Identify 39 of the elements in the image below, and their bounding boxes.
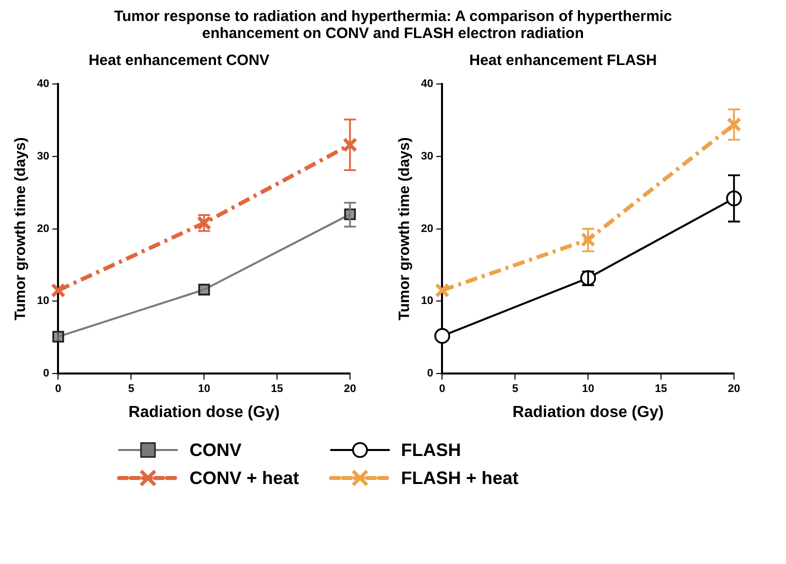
point bbox=[580, 232, 596, 248]
x-axis-title: Radiation dose (Gy) bbox=[512, 404, 664, 421]
point bbox=[434, 328, 450, 344]
x-tick-label: 20 bbox=[344, 383, 356, 396]
y-tick-label: 30 bbox=[420, 150, 434, 162]
x-axis-title: Radiation dose (Gy) bbox=[128, 404, 280, 421]
y-tick-label: 10 bbox=[420, 295, 434, 308]
x-tick-label: 5 bbox=[128, 383, 134, 396]
x-tick-label: 10 bbox=[582, 383, 594, 396]
x-tick-label: 15 bbox=[654, 383, 668, 396]
point bbox=[198, 284, 210, 296]
x-tick-label: 5 bbox=[512, 383, 518, 396]
y-axis-title: Tumor growth time (days) bbox=[12, 137, 30, 320]
y-tick-label: 30 bbox=[36, 150, 50, 162]
x-tick-label: 0 bbox=[55, 383, 62, 396]
legend-label: CONV bbox=[189, 440, 242, 460]
legend-label: CONV + heat bbox=[189, 468, 299, 488]
point bbox=[342, 137, 358, 152]
y-tick-label: 20 bbox=[36, 222, 50, 235]
x-tick-label: 15 bbox=[270, 383, 284, 396]
y-tick-label: 0 bbox=[427, 368, 434, 380]
y-axis-title: Tumor growth time (days) bbox=[396, 137, 414, 320]
x-tick-label: 10 bbox=[198, 383, 210, 396]
point bbox=[52, 330, 64, 343]
chart-title: Heat enhancement CONV bbox=[88, 52, 270, 70]
chart-title: Heat enhancement FLASH bbox=[469, 52, 657, 70]
legend-label: FLASH + heat bbox=[401, 468, 519, 488]
y-tick-label: 40 bbox=[36, 78, 50, 90]
x-tick-label: 0 bbox=[439, 383, 446, 396]
legend-label: FLASH bbox=[401, 440, 461, 460]
text: Tumor response to radiation and hyperthermia: A comparison of hyperthermic enhancement on CONV and FLASH electron radiation bbox=[113, 8, 673, 42]
y-tick-label: 10 bbox=[36, 295, 50, 308]
y-tick-label: 40 bbox=[420, 78, 434, 90]
point bbox=[726, 117, 742, 132]
x-tick-label: 20 bbox=[728, 383, 740, 396]
point bbox=[434, 282, 450, 298]
point bbox=[50, 282, 66, 298]
y-tick-label: 0 bbox=[43, 368, 50, 380]
y-tick-label: 20 bbox=[420, 222, 434, 235]
